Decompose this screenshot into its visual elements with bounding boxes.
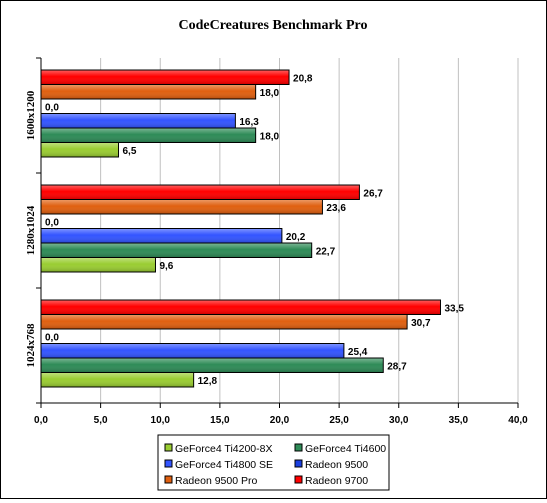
- bar-shade: [41, 315, 407, 329]
- legend-label: GeForce4 Ti4600: [305, 443, 386, 455]
- data-label: 18,0: [260, 88, 280, 99]
- data-label: 9,6: [159, 261, 173, 272]
- bar-shade: [41, 300, 440, 314]
- x-tick-label: 15,0: [210, 415, 230, 426]
- legend-label: GeForce4 Ti4200-8X: [175, 443, 272, 455]
- legend-label: Radeon 9500 Pro: [175, 475, 257, 487]
- x-tick-label: 35,0: [449, 415, 469, 426]
- bar-shade: [41, 344, 344, 358]
- legend-label: Radeon 9700: [305, 475, 368, 487]
- legend-swatch: [164, 443, 173, 452]
- bar-shade: [41, 229, 282, 243]
- x-tick-label: 10,0: [151, 415, 171, 426]
- legend-swatch: [294, 443, 303, 452]
- legend-swatch: [164, 475, 173, 484]
- data-label: 16,3: [239, 117, 259, 128]
- category-label: 1600x1200: [25, 90, 37, 140]
- bar-shade: [41, 85, 256, 99]
- data-label: 0,0: [45, 102, 59, 113]
- bar-shade: [41, 358, 383, 372]
- data-label: 12,8: [198, 376, 218, 387]
- data-label: 20,8: [293, 73, 313, 84]
- x-tick-label: 0,0: [34, 415, 48, 426]
- legend-swatch: [164, 459, 173, 468]
- bar-shade: [41, 258, 155, 272]
- data-label: 6,5: [123, 146, 137, 157]
- data-label: 26,7: [363, 188, 383, 199]
- x-tick-label: 20,0: [270, 415, 290, 426]
- x-tick-label: 5,0: [94, 415, 108, 426]
- plot-area: 1600x120020,818,00,016,318,06,51280x1024…: [25, 57, 528, 426]
- data-label: 22,7: [316, 246, 336, 257]
- legend-swatch: [294, 459, 303, 468]
- bar-shade: [41, 243, 312, 257]
- bar-shade: [41, 200, 322, 214]
- legend-label: GeForce4 Ti4800 SE: [175, 459, 273, 471]
- data-label: 33,5: [444, 303, 464, 314]
- bar-shade: [41, 143, 119, 157]
- chart-title: CodeCreatures Benchmark Pro: [179, 18, 368, 33]
- x-tick-label: 30,0: [389, 415, 409, 426]
- data-label: 0,0: [45, 332, 59, 343]
- data-label: 25,4: [348, 347, 368, 358]
- data-label: 18,0: [260, 131, 280, 142]
- bar-shade: [41, 373, 194, 387]
- x-tick-label: 40,0: [508, 415, 528, 426]
- bar-shade: [41, 185, 359, 199]
- category-label: 1024x768: [25, 323, 37, 368]
- legend-label: Radeon 9500: [305, 459, 368, 471]
- legend: GeForce4 Ti4200-8X GeForce4 Ti4600 GeForce…: [157, 434, 390, 491]
- data-label: 30,7: [411, 318, 431, 329]
- legend-box: [157, 434, 390, 491]
- bar-shade: [41, 114, 235, 128]
- bar-shade: [41, 70, 289, 84]
- data-label: 23,6: [326, 203, 346, 214]
- data-label: 0,0: [45, 217, 59, 228]
- data-label: 20,2: [286, 232, 306, 243]
- legend-swatch: [294, 475, 303, 484]
- category-label: 1280x1024: [25, 205, 37, 255]
- data-label: 28,7: [387, 361, 407, 372]
- bar-shade: [41, 128, 256, 142]
- x-tick-label: 25,0: [329, 415, 349, 426]
